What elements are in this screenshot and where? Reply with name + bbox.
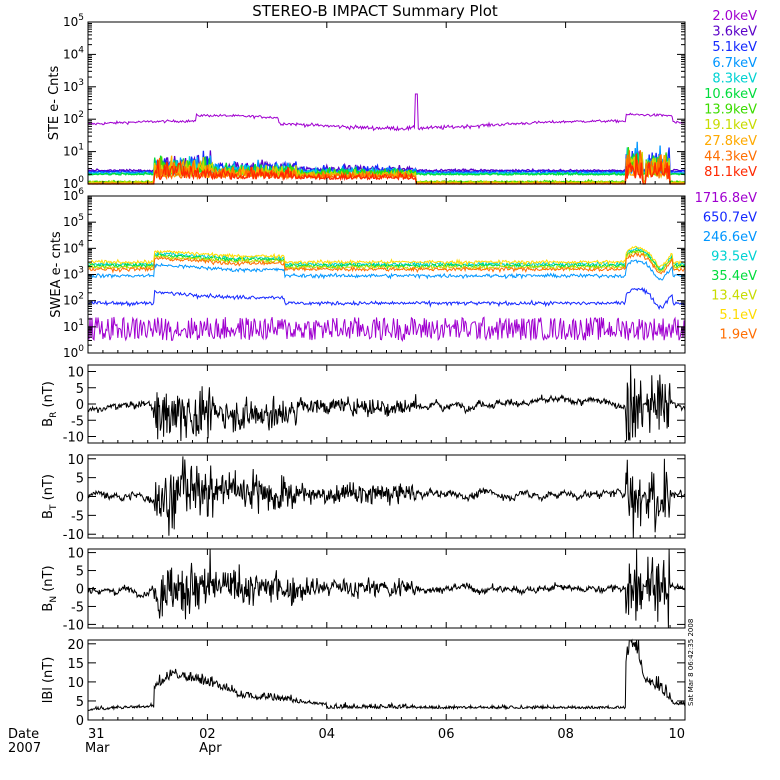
y-tick-label: 104: [63, 239, 84, 255]
timestamp: Sat Mar 8 06:42:35 2008: [687, 619, 695, 706]
series-line: [87, 638, 686, 712]
y-tick-label: -5: [71, 509, 84, 524]
y-tick-label: 0: [76, 491, 84, 506]
legend-entry: 19.1keV: [704, 118, 757, 133]
y-axis-label-text: BT (nT): [41, 474, 59, 519]
plot-title: STEREO-B IMPACT Summary Plot: [252, 2, 498, 20]
y-tick-label: 0: [76, 583, 84, 598]
x-tick-sublabel: Mar: [85, 741, 110, 756]
y-tick-label: 0: [76, 398, 84, 413]
series-line: [87, 365, 686, 442]
panel-swea: 100 101 102 103 104 105 106 SWEA e- cnts 1716.8e…: [49, 187, 757, 360]
series-line: [87, 93, 686, 132]
series-line: [87, 286, 686, 311]
legend-entry: 13.4eV: [711, 289, 757, 304]
y-tick-label: 104: [63, 45, 84, 61]
y-axis-label: BN (nT): [41, 565, 59, 611]
panel-bt: -10 -5 0 5 10 BT (nT): [41, 453, 686, 543]
y-axis-label-text: BR (nT): [41, 381, 59, 427]
y-tick-label: 105: [63, 13, 84, 29]
x-tick-label: 04: [319, 727, 336, 742]
y-tick-label: 101: [63, 143, 84, 159]
y-tick-label: 100: [63, 344, 84, 360]
y-tick-label: 101: [63, 318, 84, 334]
panel-ste: 100 101 102 103 104 105 STE e- Cnts 2.0keV3.6ke…: [47, 9, 757, 191]
y-tick-label: 106: [63, 187, 84, 203]
y-tick-label: -10: [63, 528, 84, 543]
y-tick-label: 15: [67, 657, 84, 672]
date-label: Date: [8, 727, 39, 742]
y-tick-label: 10: [67, 366, 84, 381]
legend-entry: 1.9eV: [719, 328, 757, 343]
series-line: [87, 316, 686, 342]
y-tick-label: 5: [76, 695, 84, 710]
y-axis-label: lBl (nT): [41, 657, 56, 704]
x-tick-label: 06: [438, 727, 455, 742]
y-tick-label: 0: [76, 714, 84, 729]
y-tick-label: 103: [63, 78, 84, 94]
panel-bn: -10 -5 0 5 10 BN (nT): [41, 547, 686, 633]
y-tick-label: 20: [67, 638, 84, 653]
legend-entry: 8.3keV: [712, 71, 757, 86]
legend-entry: 27.8keV: [704, 134, 757, 149]
legend-entry: 3.6keV: [712, 25, 757, 40]
y-tick-label: -5: [71, 600, 84, 615]
y-tick-label: 103: [63, 266, 84, 282]
y-tick-label: 5: [76, 565, 84, 580]
x-tick-label: 02: [199, 727, 216, 742]
legend-entry: 35.4eV: [711, 269, 757, 284]
y-axis-label-text: BN (nT): [41, 565, 59, 611]
y-axis-label: STE e- Cnts: [47, 65, 62, 140]
y-tick-label: 100: [63, 175, 84, 191]
legend-entry: 93.5eV: [711, 250, 757, 265]
series-line: [87, 259, 686, 281]
series-line: [87, 252, 686, 275]
y-tick-label: 10: [67, 453, 84, 468]
y-tick-label: -5: [71, 414, 84, 429]
legend-entry: 10.6keV: [704, 87, 757, 102]
legend-entry: 5.1eV: [719, 308, 757, 323]
y-tick-label: 10: [67, 547, 84, 562]
y-tick-label: 10: [67, 676, 84, 691]
series-line: [87, 245, 686, 268]
x-tick-label: 31: [88, 727, 105, 742]
y-tick-label: 105: [63, 213, 84, 229]
y-tick-label: 102: [63, 110, 84, 126]
legend-entry: 5.1keV: [712, 40, 757, 55]
y-tick-label: 102: [63, 292, 84, 308]
panel-frame: [87, 21, 686, 185]
x-tick-label: 08: [557, 727, 574, 742]
y-axis-label: BR (nT): [41, 381, 59, 427]
series-line: [87, 456, 686, 539]
year-label: 2007: [8, 741, 41, 756]
legend-entry: 44.3keV: [704, 149, 757, 164]
y-tick-label: 5: [76, 472, 84, 487]
y-axis-label: SWEA e- cnts: [49, 231, 64, 318]
legend-entry: 2.0keV: [712, 9, 757, 24]
legend-entry: 246.6eV: [703, 230, 757, 245]
legend-entry: 650.7eV: [703, 211, 757, 226]
y-tick-label: -10: [63, 431, 84, 446]
legend-entry: 1716.8eV: [695, 191, 757, 206]
legend-entry: 13.9keV: [704, 103, 757, 118]
series-line: [87, 548, 686, 629]
x-tick-label: 10: [668, 727, 685, 742]
y-tick-label: -10: [63, 618, 84, 633]
x-tick-sublabel: Apr: [199, 741, 222, 756]
y-axis-label-text: lBl (nT): [41, 657, 56, 704]
y-axis-label: BT (nT): [41, 474, 59, 519]
legend-entry: 6.7keV: [712, 56, 757, 71]
y-tick-label: 5: [76, 382, 84, 397]
legend-entry: 81.1keV: [704, 165, 757, 180]
